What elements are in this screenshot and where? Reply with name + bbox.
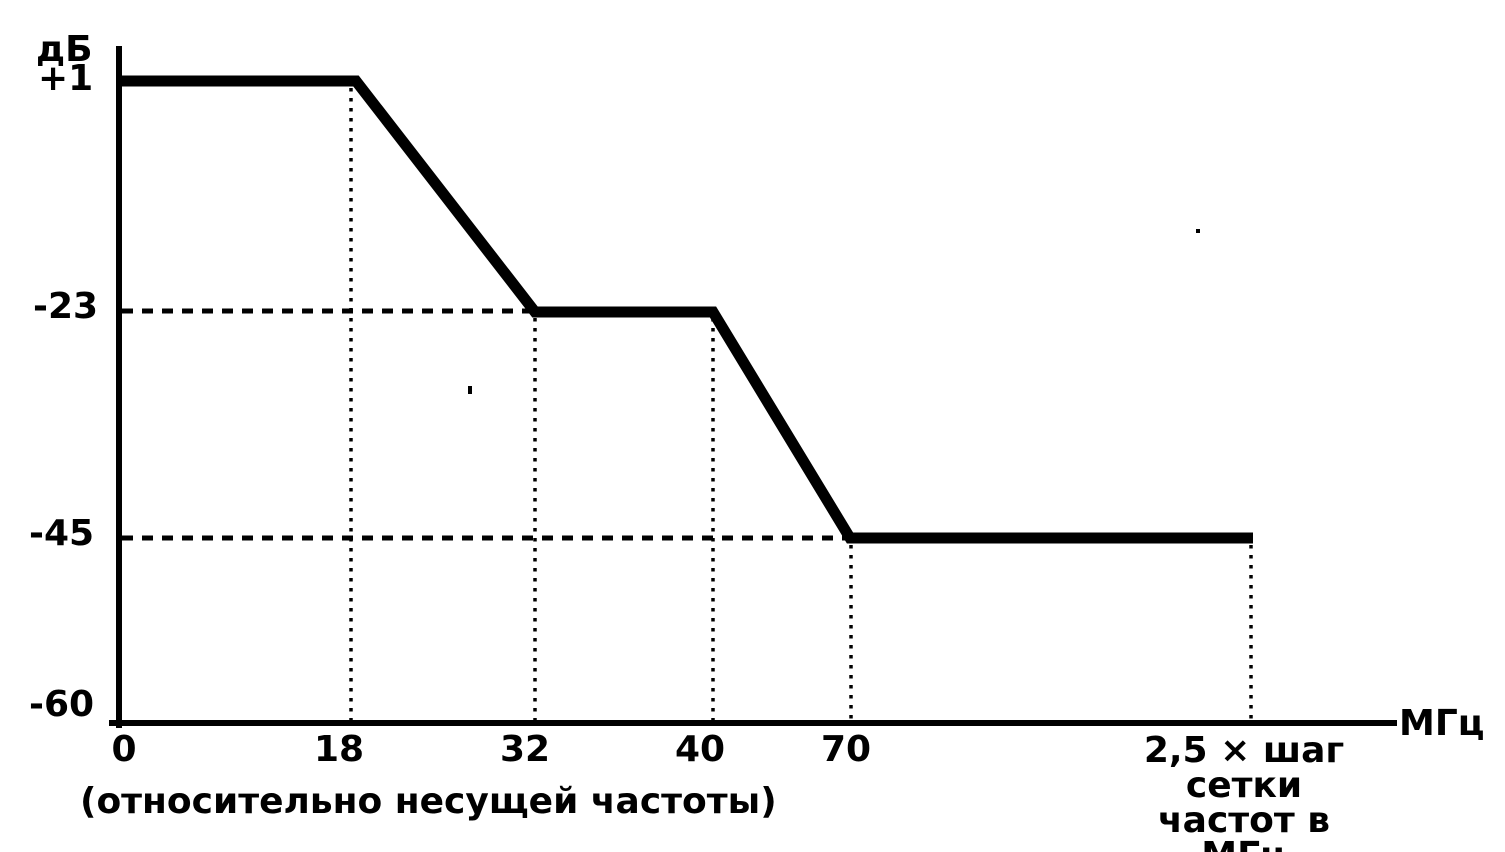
x-tick-18: 18 (313, 729, 365, 770)
x-axis-unit-label: МГц (1399, 703, 1485, 744)
x-tick-40: 40 (674, 729, 726, 770)
mask-polyline (116, 75, 1253, 544)
x-axis-note: (относительно несущей частоты) (80, 781, 777, 822)
y-tick-minus45: -45 (29, 513, 95, 554)
y-tick-minus60: -60 (29, 684, 95, 725)
x-tick-70: 70 (820, 729, 872, 770)
x-tick-32: 32 (499, 729, 551, 770)
scan-speck (1196, 229, 1200, 233)
x-tick-grid-step: 2,5 × шаг сетки частот в МГц (1143, 730, 1345, 852)
scan-speck (468, 386, 472, 394)
y-axis-unit-label: дБ (36, 29, 93, 70)
y-tick-minus23: -23 (33, 286, 99, 327)
x-tick-0: 0 (111, 729, 137, 770)
y-tick-plus1: +1 (38, 58, 94, 99)
